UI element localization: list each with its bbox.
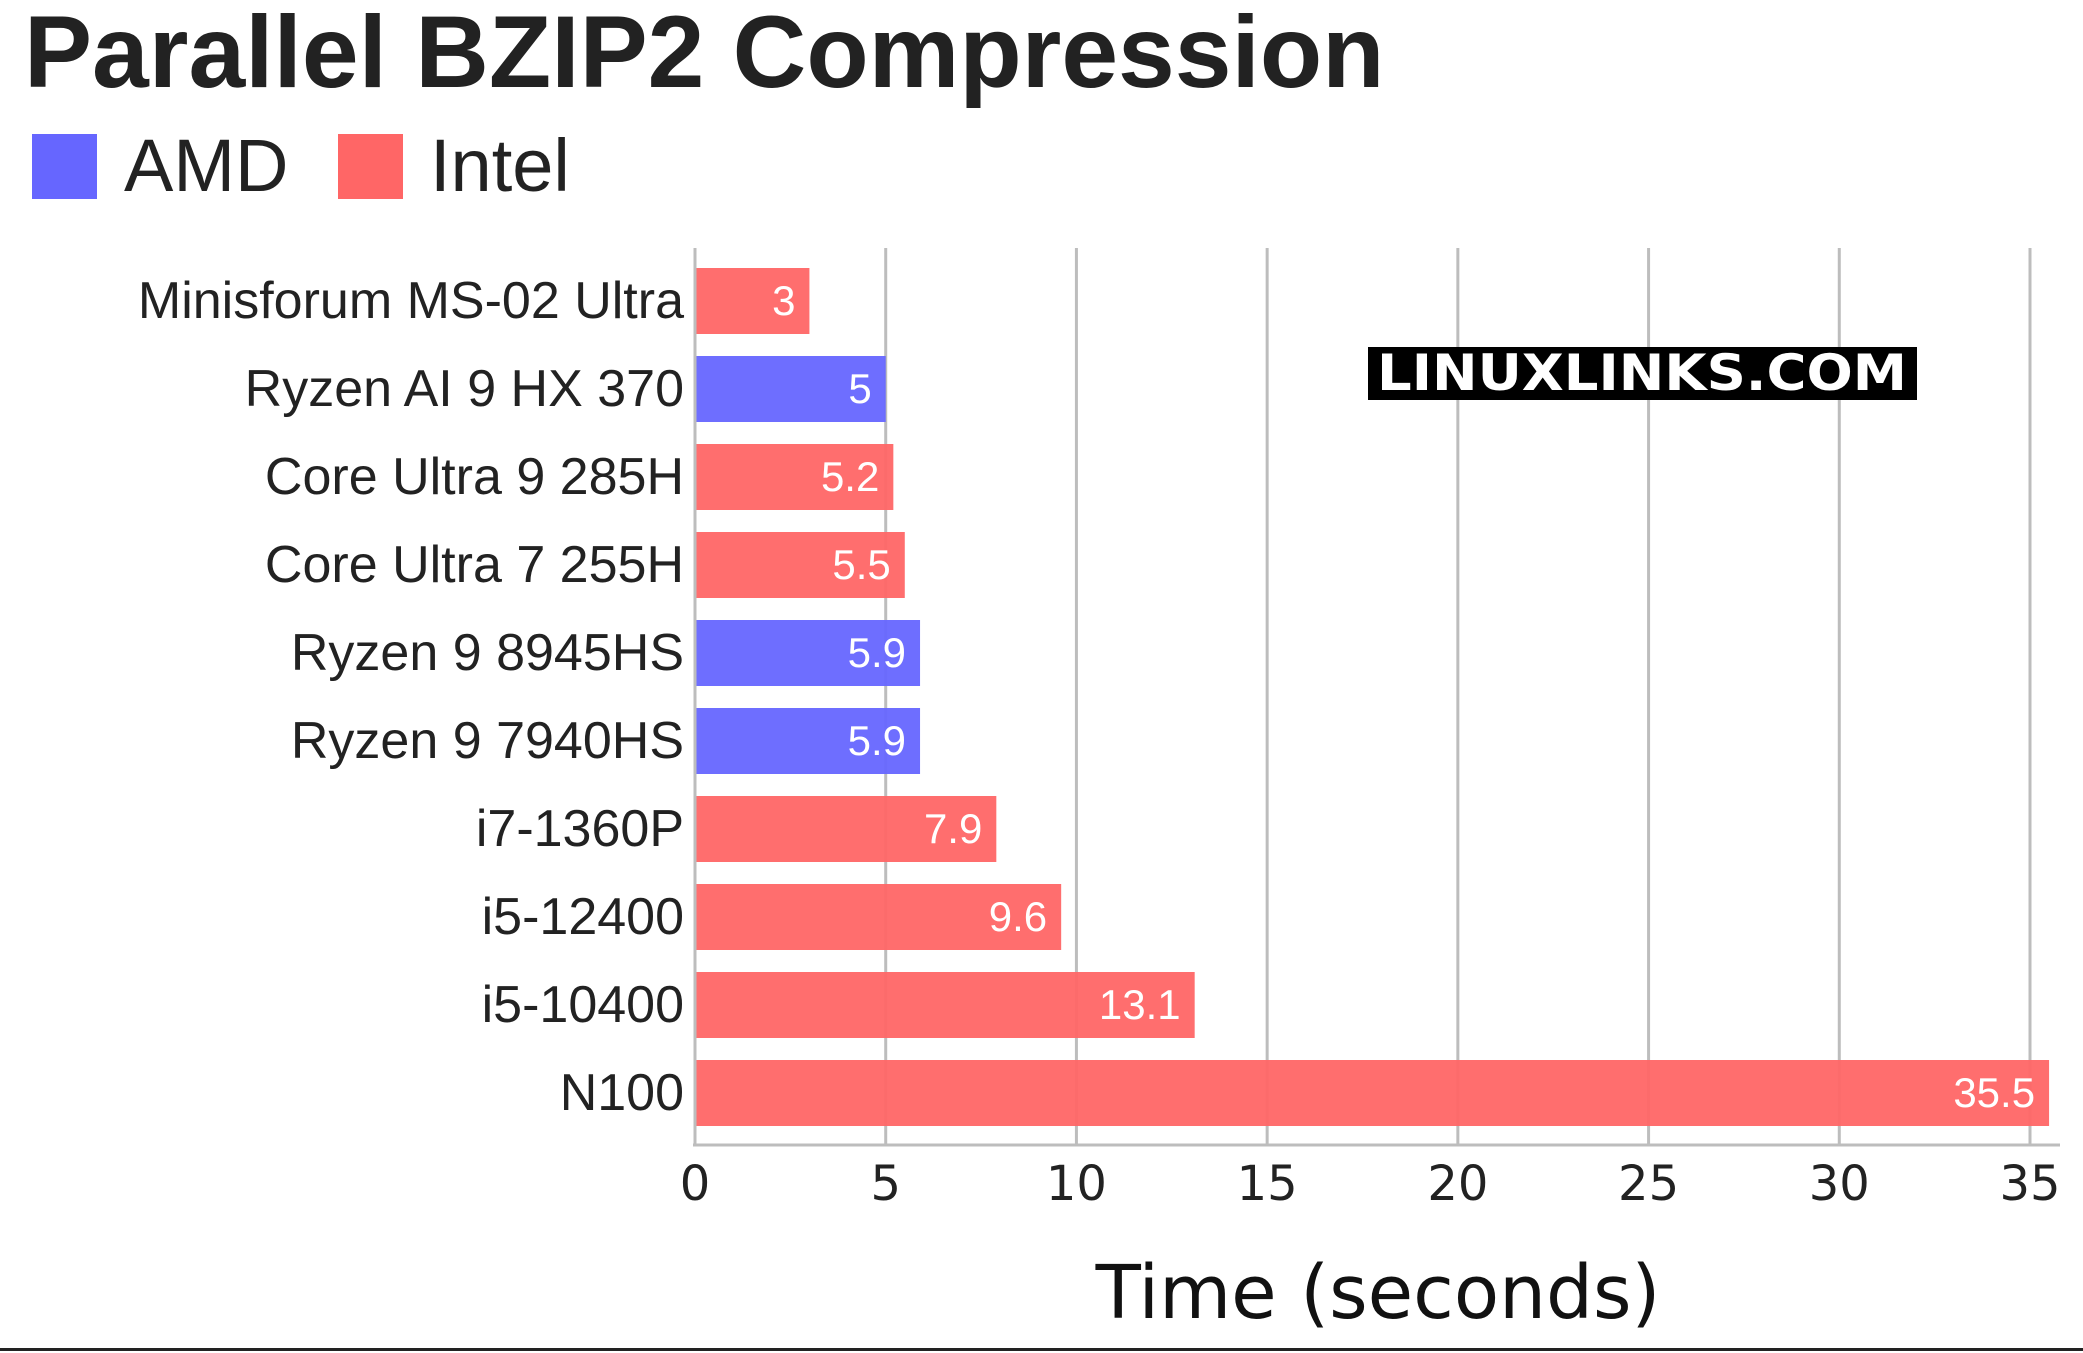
bar-value-label-4: 5.5 [832, 541, 890, 588]
legend-swatch-amd [32, 134, 97, 199]
x-tick-label-10: 10 [1046, 1156, 1107, 1212]
x-axis-label: Time (seconds) [1095, 1250, 1661, 1336]
legend-label-amd: AMD [124, 124, 289, 207]
category-label-7: i7-1360P [476, 800, 684, 858]
bar-3 [695, 444, 894, 510]
bar-value-label-9: 13.1 [1099, 981, 1181, 1028]
bar-value-label-10: 35.5 [1953, 1069, 2035, 1116]
bar-value-label-6: 5.9 [848, 717, 906, 764]
category-label-8: i5-12400 [482, 888, 684, 946]
category-label-6: Ryzen 9 7940HS [291, 712, 684, 770]
bar-value-label-3: 5.2 [821, 453, 879, 500]
bar-9 [695, 972, 1195, 1038]
x-tick-label-25: 25 [1618, 1156, 1679, 1212]
category-label-5: Ryzen 9 8945HS [291, 624, 684, 682]
bar-7 [695, 796, 997, 862]
category-label-4: Core Ultra 7 255H [265, 536, 684, 594]
x-tick-label-5: 5 [870, 1156, 901, 1212]
x-tick-label-15: 15 [1237, 1156, 1298, 1212]
bar-5 [695, 620, 921, 686]
x-tick-label-20: 20 [1427, 1156, 1488, 1212]
legend-swatch-intel [338, 134, 403, 199]
bar-2 [695, 356, 886, 422]
category-label-3: Core Ultra 9 285H [265, 448, 684, 506]
bar-10 [695, 1060, 2050, 1126]
watermark-background [1368, 347, 1917, 400]
category-label-9: i5-10400 [482, 976, 684, 1034]
legend-label-intel: Intel [430, 124, 570, 207]
category-label-10: N100 [560, 1064, 684, 1122]
bar-value-label-1: 3 [772, 277, 795, 324]
bar-6 [695, 708, 921, 774]
x-tick-label-35: 35 [1999, 1156, 2060, 1212]
x-tick-label-30: 30 [1809, 1156, 1870, 1212]
bar-8 [695, 884, 1062, 950]
x-tick-label-0: 0 [680, 1156, 711, 1212]
category-label-1: Minisforum MS-02 Ultra [138, 272, 684, 330]
bar-value-label-2: 5 [848, 365, 871, 412]
category-label-2: Ryzen AI 9 HX 370 [245, 360, 684, 418]
bar-value-label-5: 5.9 [848, 629, 906, 676]
bar-1 [695, 268, 810, 334]
bar-value-label-8: 9.6 [989, 893, 1047, 940]
bar-4 [695, 532, 905, 598]
watermark-text: LINUXLINKS.COM [1377, 344, 1907, 402]
bar-value-label-7: 7.9 [924, 805, 982, 852]
chart-title: Parallel BZIP2 Compression [24, 0, 1385, 109]
bottom-divider [0, 1348, 2083, 1351]
